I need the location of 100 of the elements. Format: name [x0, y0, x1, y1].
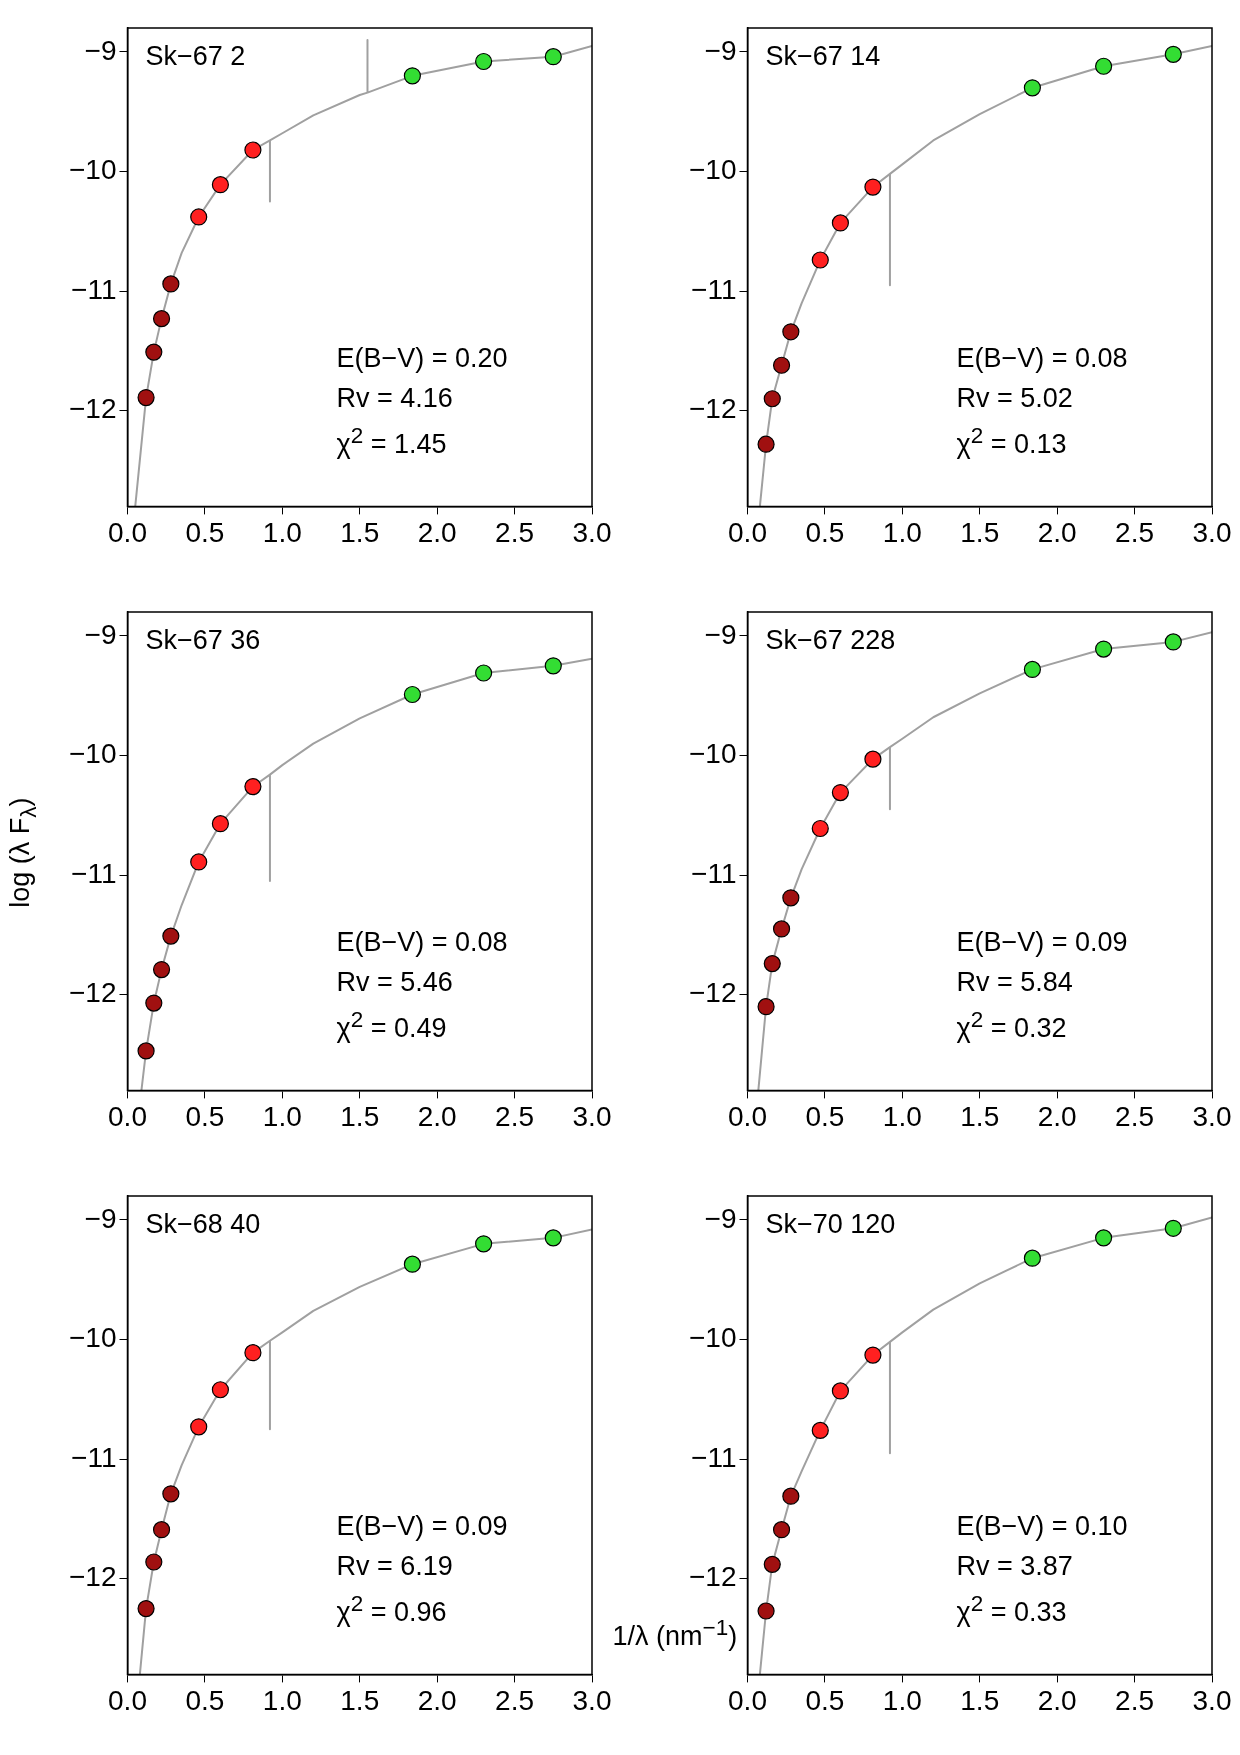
point: [190, 208, 208, 226]
y-tick-label: −11: [691, 273, 737, 305]
annotation: χ$^{2}$ = 0.13: [956, 422, 1067, 460]
text: Sk−67 14: [765, 41, 881, 72]
point: [145, 343, 163, 361]
y-tick-label: −12: [689, 977, 737, 1009]
y-tick-label: −9: [704, 1202, 737, 1234]
x-tick-label: 0.5: [805, 1684, 845, 1716]
point: [864, 178, 882, 196]
x-tick-label: 0.0: [108, 1100, 147, 1132]
text: Sk−70 120: [765, 1209, 896, 1240]
x-tick-label: 2.5: [1115, 516, 1155, 548]
x-tick-label: 2.5: [495, 1684, 535, 1716]
point: [403, 1255, 421, 1273]
point: [782, 1487, 800, 1505]
point: [137, 388, 155, 407]
point: [772, 920, 791, 938]
point: [244, 141, 262, 159]
annotation: Rv = 5.46: [336, 966, 453, 998]
y-tick-label: −12: [69, 393, 117, 425]
y-tick-label: −11: [71, 1441, 117, 1473]
x-tick-label: 1.5: [340, 1100, 380, 1132]
y-tick-label: −12: [69, 977, 117, 1009]
point: [1164, 45, 1182, 63]
point: [544, 48, 562, 66]
point: [1164, 633, 1182, 651]
point: [831, 214, 849, 232]
point: [475, 52, 493, 71]
annotation: Rv = 5.84: [956, 966, 1073, 998]
x-tick-label: 0.5: [805, 516, 845, 548]
x-tick-label: 1.5: [960, 1684, 1000, 1716]
point: [757, 998, 775, 1016]
point: [1095, 640, 1113, 658]
point: [772, 1521, 791, 1539]
point: [1095, 1229, 1113, 1247]
x-tick-label: 3.0: [1192, 1100, 1232, 1132]
x-tick-label: 0.5: [805, 1100, 845, 1132]
annotation: E(B−V) = 0.09: [956, 926, 1128, 958]
y-tick-label: −12: [69, 1561, 117, 1593]
x-tick-label: 0.0: [108, 1684, 147, 1716]
point: [757, 1602, 775, 1620]
x-tick-label: 0.5: [185, 1684, 225, 1716]
annotation: χ$^{2}$ = 0.33: [956, 1590, 1067, 1628]
point: [811, 819, 829, 838]
text: Sk−67 36: [145, 625, 261, 656]
y-tick-label: −9: [84, 34, 117, 66]
point: [475, 664, 493, 682]
x-tick-label: 3.0: [572, 516, 612, 548]
point: [145, 994, 163, 1012]
point: [190, 1418, 208, 1436]
x-tick-label: 1.5: [340, 1684, 380, 1716]
y-tick-label: −9: [84, 1202, 117, 1234]
point: [211, 815, 229, 833]
point: [152, 1521, 171, 1539]
y-tick-label: −11: [691, 1441, 737, 1473]
point: [162, 1485, 180, 1503]
point: [1023, 660, 1041, 679]
y-tick-label: −10: [689, 738, 737, 770]
x-tick-label: 1.0: [262, 1100, 302, 1132]
point: [162, 927, 180, 945]
annotation: χ$^{2}$ = 0.96: [336, 1590, 447, 1628]
y-tick-label: −9: [704, 34, 737, 66]
point: [831, 1382, 849, 1400]
x-tick-label: 1.5: [960, 1100, 1000, 1132]
point: [811, 251, 829, 269]
point: [152, 961, 171, 979]
x-tick-label: 2.5: [495, 516, 535, 548]
point: [244, 1344, 262, 1362]
point: [544, 657, 562, 675]
annotation: E(B−V) = 0.20: [336, 342, 508, 374]
y-tick-label: −12: [689, 393, 737, 425]
x-tick-label: 0.0: [728, 516, 767, 548]
annotation: Rv = 5.02: [956, 382, 1073, 414]
x-tick-label: 2.0: [1037, 1684, 1077, 1716]
x-tick-label: 2.5: [495, 1100, 535, 1132]
point: [763, 955, 781, 973]
annotation: E(B−V) = 0.08: [336, 926, 508, 958]
annotation: Rv = 4.16: [336, 382, 453, 414]
point: [811, 1421, 829, 1440]
annotation: Rv = 3.87: [956, 1550, 1073, 1582]
annotation: χ$^{2}$ = 1.45: [336, 422, 447, 460]
point: [831, 784, 849, 802]
point: [864, 1346, 882, 1364]
annotation: E(B−V) = 0.09: [336, 1510, 508, 1542]
point: [137, 1600, 155, 1618]
point: [211, 1381, 229, 1399]
point: [1095, 57, 1113, 75]
annotation: χ$^{2}$ = 0.49: [336, 1006, 447, 1044]
y-tick-label: −12: [689, 1561, 737, 1593]
point: [190, 853, 208, 871]
x-tick-label: 1.0: [882, 1684, 922, 1716]
point: [152, 310, 171, 328]
x-tick-label: 1.0: [882, 516, 922, 548]
x-axis-title: 1/λ (nm$^{−1}$): [612, 1615, 738, 1653]
text: Sk−68 40: [145, 1209, 261, 1240]
point: [772, 356, 791, 374]
x-tick-label: 1.0: [262, 1684, 302, 1716]
point: [763, 390, 781, 408]
point: [544, 1229, 562, 1247]
x-tick-label: 1.0: [882, 1100, 922, 1132]
